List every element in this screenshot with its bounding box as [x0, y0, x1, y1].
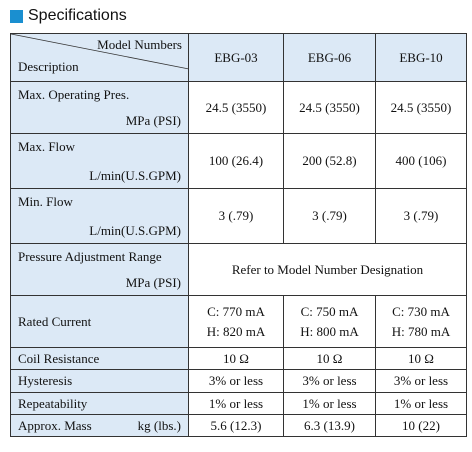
value-line: H: 800 mA: [300, 323, 359, 339]
row: Max. Operating Pres. MPa (PSI) 24.5 (3550)…: [10, 81, 467, 134]
spec-table: Model Numbers Description EBG-03 EBG-06 EBG-…: [10, 33, 467, 437]
value-cell: 24.5 (3550): [283, 81, 376, 134]
title-text: Specifications: [28, 7, 127, 24]
row: Max. Flow L/min(U.S.GPM) 100 (26.4) 200 (52…: [10, 133, 467, 189]
value-cell: 400 (106): [375, 133, 467, 189]
label: Rated Current: [18, 313, 92, 329]
value-cell: 3% or less: [188, 369, 284, 393]
value-line: C: 750 mA: [300, 303, 359, 319]
label-cell: Max. Flow L/min(U.S.GPM): [10, 133, 189, 189]
value-cell: 1% or less: [283, 392, 376, 415]
column-header: EBG-06: [283, 33, 376, 82]
label-cell: Hysteresis: [10, 369, 189, 393]
value-cell: C: 730 mA H: 780 mA: [375, 295, 467, 348]
column-header: EBG-10: [375, 33, 467, 82]
row: Min. Flow L/min(U.S.GPM) 3 (.79) 3 (.79) 3 (…: [10, 188, 467, 244]
label: Max. Flow: [18, 139, 76, 154]
unit: L/min(U.S.GPM): [89, 223, 181, 238]
corner-bottom: Description: [18, 59, 79, 74]
row: Rated Current C: 770 mA H: 820 mA C: 750 mA…: [10, 295, 467, 348]
value-cell: 5.6 (12.3): [188, 414, 284, 437]
label: Max. Operating Pres.: [18, 87, 130, 102]
value-cell: 6.3 (13.9): [283, 414, 376, 437]
unit: MPa (PSI): [125, 113, 181, 128]
value-cell: 3 (.79): [375, 188, 467, 244]
header-row: Model Numbers Description EBG-03 EBG-06 EBG-…: [10, 33, 467, 82]
label-wrap: Approx. Mass kg (lbs.): [18, 418, 181, 434]
value-line: H: 780 mA: [391, 323, 451, 339]
value-cell: 200 (52.8): [283, 133, 376, 189]
section-title: Specifications: [10, 6, 127, 26]
unit: MPa (PSI): [125, 275, 181, 290]
label-wrap: Max. Flow L/min(U.S.GPM): [18, 134, 181, 188]
label-cell: Rated Current: [10, 295, 189, 348]
label: Hysteresis: [18, 373, 73, 388]
value-cell: 10 (22): [375, 414, 467, 437]
label-cell: Max. Operating Pres. MPa (PSI): [10, 81, 189, 134]
row: Repeatability 1% or less 1% or less 1% or l…: [10, 392, 467, 415]
label-cell: Coil Resistance: [10, 347, 189, 370]
value-cell: 100 (26.4): [188, 133, 284, 189]
value-cell: 3% or less: [375, 369, 467, 393]
label-cell: Pressure Adjustment Range MPa (PSI): [10, 243, 189, 296]
value-cell: 10 Ω: [283, 347, 376, 370]
diagonal: [11, 34, 189, 70]
label-cell: Repeatability: [10, 392, 189, 415]
value-cell: C: 770 mA H: 820 mA: [188, 295, 284, 348]
value-line: H: 820 mA: [206, 323, 266, 339]
row: Approx. Mass kg (lbs.) 5.6 (12.3) 6.3 (13.9…: [10, 414, 467, 437]
label-wrap: Pressure Adjustment Range MPa (PSI): [18, 244, 181, 295]
value-cell: 10 Ω: [375, 347, 467, 370]
value-cell: 1% or less: [188, 392, 284, 415]
value-cell: 10 Ω: [188, 347, 284, 370]
label: Coil Resistance: [18, 350, 100, 366]
column-header: EBG-03: [188, 33, 284, 82]
corner: Model Numbers Description: [11, 34, 189, 81]
row: Coil Resistance 10 Ω 10 Ω 10 Ω: [10, 347, 467, 370]
label-cell: Min. Flow L/min(U.S.GPM): [10, 188, 189, 244]
value-cell: 1% or less: [375, 392, 467, 415]
label: Min. Flow: [18, 194, 73, 209]
label: Pressure Adjustment Range: [18, 249, 162, 264]
title-marker: [10, 9, 23, 23]
row: Pressure Adjustment Range MPa (PSI) Refer …: [10, 243, 467, 296]
merged-cell: Refer to Model Number Designation: [188, 243, 467, 296]
row: Hysteresis 3% or less 3% or less 3% or less: [10, 369, 467, 393]
label: Repeatability: [18, 395, 88, 411]
unit: L/min(U.S.GPM): [89, 168, 181, 183]
label: Approx. Mass: [18, 417, 92, 433]
label-cell: Approx. Mass kg (lbs.): [10, 414, 189, 437]
value-line: C: 730 mA: [392, 303, 450, 319]
value-cell: 3 (.79): [188, 188, 284, 244]
label-wrap: Max. Operating Pres. MPa (PSI): [18, 82, 181, 133]
label-wrap: Min. Flow L/min(U.S.GPM): [18, 189, 181, 243]
value-cell: 3 (.79): [283, 188, 376, 244]
corner-top: Model Numbers: [97, 37, 182, 52]
value-cell: C: 750 mA H: 800 mA: [283, 295, 376, 348]
value-cell: 24.5 (3550): [188, 81, 284, 134]
corner-cell: Model Numbers Description: [10, 33, 189, 82]
value-line: C: 770 mA: [207, 303, 265, 319]
value-cell: 24.5 (3550): [375, 81, 467, 134]
unit: kg (lbs.): [137, 417, 181, 433]
value-cell: 3% or less: [283, 369, 376, 393]
